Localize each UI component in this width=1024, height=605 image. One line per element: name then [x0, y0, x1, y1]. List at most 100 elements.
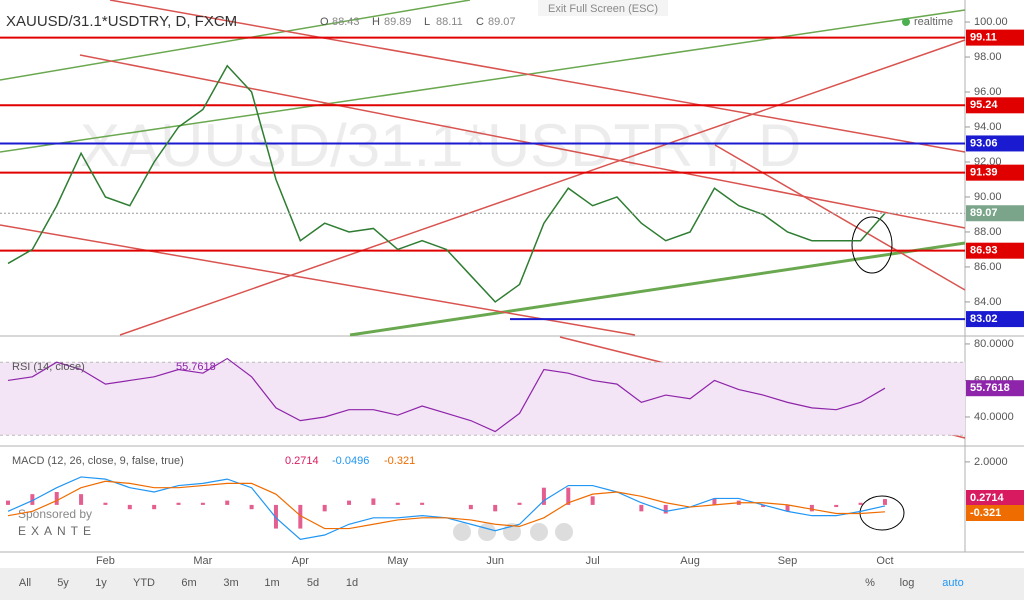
price-tag-label: 99.11	[970, 32, 997, 44]
macd-legend-value: -0.321	[384, 455, 415, 467]
x-tick-label: Oct	[876, 555, 893, 567]
macd-histogram-bar	[152, 504, 157, 510]
nav-button[interactable]	[555, 523, 573, 541]
price-tag-label: 93.06	[970, 137, 998, 149]
range-button[interactable]: 6m	[181, 577, 196, 589]
toolbar-bg	[0, 568, 1024, 600]
price-tag	[966, 164, 1024, 181]
x-tick-label: Apr	[292, 555, 309, 567]
ohlc-key: C	[476, 16, 484, 28]
macd-histogram-bar	[517, 502, 522, 505]
macd-histogram-bar	[663, 504, 668, 514]
price-tag-label: 55.7618	[970, 382, 1010, 394]
range-button[interactable]: 5y	[57, 577, 69, 589]
nav-button[interactable]	[453, 523, 471, 541]
rsi-line	[7, 357, 886, 433]
macd-histogram-bar	[347, 500, 352, 505]
price-tag	[966, 505, 1024, 521]
realtime-label: realtime	[914, 16, 953, 28]
macd-histogram-bar	[420, 502, 425, 505]
rsi-title: RSI (14, close)	[12, 361, 85, 373]
macd-histogram-bar	[371, 498, 376, 505]
scale-option[interactable]: log	[900, 577, 915, 589]
y-tick-label: 86.00	[974, 261, 1002, 273]
trendline	[79, 54, 966, 229]
price-tag-label: 86.93	[970, 245, 998, 257]
macd-histogram-bar	[103, 502, 108, 505]
trendline	[119, 39, 966, 336]
range-button[interactable]: 1m	[264, 577, 279, 589]
ohlc-key: L	[424, 16, 430, 28]
signal-line	[7, 480, 886, 530]
y-tick-label: 98.00	[974, 51, 1002, 63]
x-tick-label: Sep	[778, 555, 798, 567]
ohlc-value: 89.89	[384, 16, 412, 28]
nav-button[interactable]	[530, 523, 548, 541]
trendline	[0, 0, 471, 81]
range-button[interactable]: All	[19, 577, 31, 589]
macd-histogram-bar	[322, 504, 327, 512]
realtime-dot	[902, 18, 910, 26]
x-tick-label: Aug	[680, 555, 700, 567]
x-tick-label: May	[387, 555, 408, 567]
macd-histogram-bar	[273, 504, 278, 529]
y-tick-label: 80.0000	[974, 338, 1014, 350]
macd-histogram-bar	[834, 504, 839, 508]
price-tag	[966, 135, 1024, 152]
ohlc-value: 88.11	[436, 16, 463, 28]
x-tick-label: Jun	[486, 555, 504, 567]
trendline	[349, 241, 966, 337]
y-tick-label: 90.00	[974, 191, 1002, 203]
scale-option[interactable]: auto	[942, 577, 963, 589]
macd-histogram-bar	[566, 487, 571, 505]
macd-histogram-bar	[541, 487, 546, 505]
x-tick-label: Mar	[193, 555, 212, 567]
y-tick-label: 96.00	[974, 86, 1002, 98]
range-button[interactable]: 5d	[307, 577, 319, 589]
range-button[interactable]: 3m	[223, 577, 238, 589]
price-tag	[966, 311, 1024, 328]
price-tag-label: 95.24	[970, 99, 998, 111]
watermark: XAUUSD/31.1*USDTRY, D	[80, 112, 801, 179]
macd-histogram-bar	[298, 504, 303, 529]
macd-histogram-bar	[468, 504, 473, 510]
scale-option[interactable]: %	[865, 577, 875, 589]
price-line	[7, 64, 886, 303]
ohlc-key: O	[320, 16, 329, 28]
range-button[interactable]: 1y	[95, 577, 107, 589]
price-tag-label: 0.2714	[970, 492, 1005, 504]
nav-button[interactable]	[478, 523, 496, 541]
price-tag-label: 91.39	[970, 167, 998, 179]
macd-histogram-bar	[493, 504, 498, 512]
exit-fullscreen-button[interactable]	[538, 0, 668, 16]
price-tag	[966, 242, 1024, 259]
macd-histogram-bar	[30, 494, 35, 505]
macd-histogram-bar	[395, 502, 400, 505]
macd-title: MACD (12, 26, close, 9, false, true)	[12, 455, 184, 467]
ohlc-key: H	[372, 16, 380, 28]
price-tag	[966, 490, 1024, 506]
price-tag	[966, 380, 1024, 397]
sponsor-name: EXANTE	[18, 524, 96, 538]
range-button[interactable]: 1d	[346, 577, 358, 589]
annotation-circle	[851, 216, 893, 274]
y-tick-label: 40.0000	[974, 411, 1014, 423]
rsi-legend-value: 55.7618	[176, 361, 216, 373]
exit-fullscreen-label[interactable]: Exit Full Screen (ESC)	[548, 3, 658, 15]
x-tick-label: Jul	[586, 555, 600, 567]
macd-histogram-bar	[225, 500, 230, 505]
y-tick-label: 94.00	[974, 121, 1002, 133]
x-tick-label: Feb	[96, 555, 115, 567]
range-button[interactable]: YTD	[133, 577, 155, 589]
price-tag	[966, 97, 1024, 114]
y-tick-label: 84.00	[974, 296, 1002, 308]
macd-histogram-bar	[249, 504, 254, 510]
macd-histogram-bar	[79, 494, 84, 505]
macd-histogram-bar	[858, 502, 863, 505]
rsi-band	[0, 362, 965, 436]
macd-histogram-bar	[712, 498, 717, 505]
macd-histogram-bar	[200, 502, 205, 505]
drawings	[0, 0, 966, 531]
